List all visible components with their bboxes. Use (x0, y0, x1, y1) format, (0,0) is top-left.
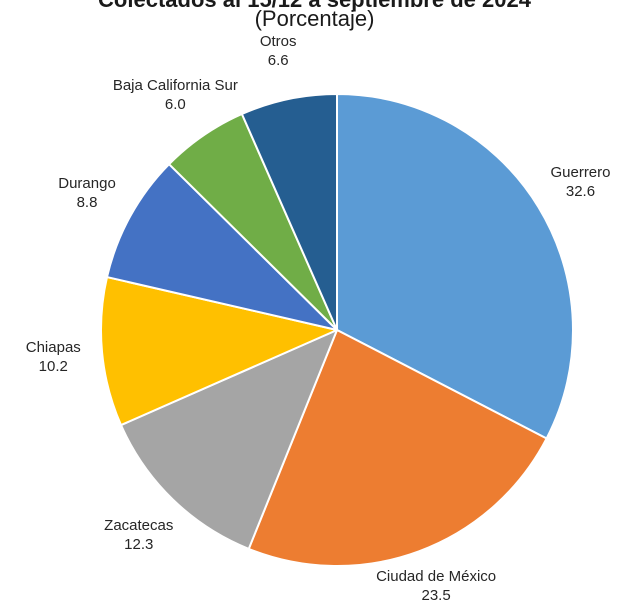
chart-subtitle: (Porcentaje) (254, 6, 375, 31)
slice-label-value: 6.0 (164, 96, 186, 114)
slice-label-value: 12.3 (124, 535, 154, 553)
slice-label-baja-california-sur: Baja California Sur 6.0 (113, 76, 238, 114)
slice-label-durango: Durango 8.8 (58, 174, 116, 212)
slice-label-name: Otros (259, 33, 297, 51)
slice-label-chiapas: Chiapas 10.2 (26, 338, 81, 376)
slice-label-zacatecas: Zacatecas 12.3 (104, 516, 173, 554)
slice-label-name: Guerrero (550, 163, 611, 181)
slice-label-value: 10.2 (38, 357, 68, 375)
slice-label-otros: Otros 6.6 (260, 32, 297, 70)
slice-label-value: 32.6 (565, 182, 596, 200)
pie-slice-guerrero (336, 93, 574, 440)
slice-label-guerrero: Guerrero 32.6 (550, 163, 610, 201)
slice-label-value: 8.8 (76, 193, 98, 211)
pie-slice-durango (106, 163, 338, 331)
slice-label-value: 6.6 (267, 52, 289, 70)
pie-slice-ciudad-de-mexico (247, 329, 548, 567)
pie-slice-chiapas (100, 276, 338, 427)
pie-slice-otros (240, 93, 338, 331)
slice-label-name: Zacatecas (104, 516, 174, 534)
slice-label-name: Ciudad de México (376, 568, 497, 585)
pie-slices (100, 93, 574, 567)
slice-label-value: 23.5 (421, 587, 451, 604)
slice-label-ciudad-de-mexico: Ciudad de México 23.5 (376, 567, 496, 605)
pie-slice-zacatecas (120, 329, 338, 550)
slice-label-name: Chiapas (25, 338, 81, 356)
slice-label-name: Durango (58, 174, 116, 192)
slice-label-name: Baja California Sur (112, 77, 238, 95)
chart-title: Colectados al 15/12 a septiembre de 2024 (0, 0, 629, 13)
